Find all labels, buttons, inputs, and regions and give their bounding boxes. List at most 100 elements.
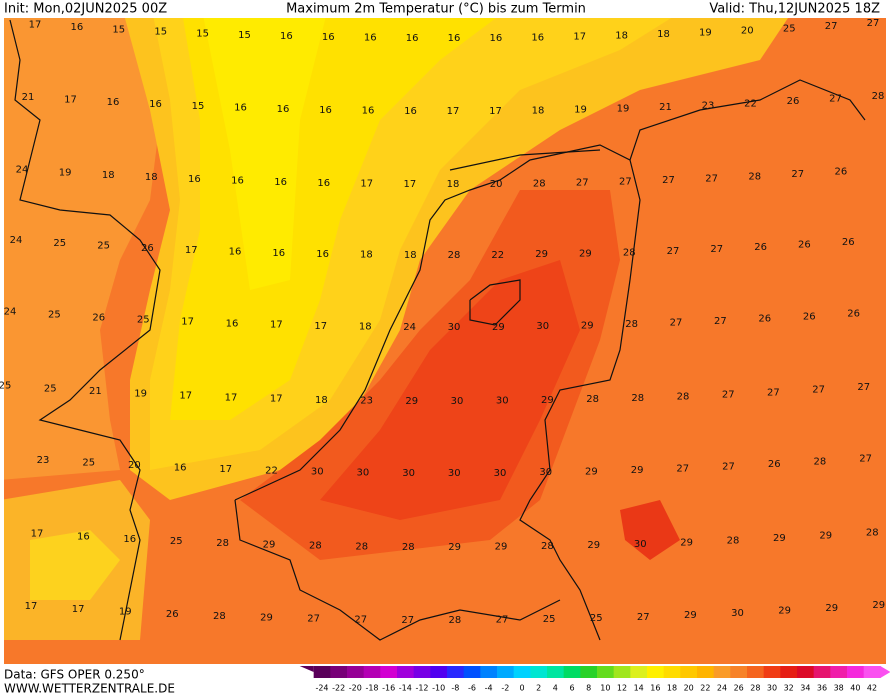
colorbar-swatch <box>497 666 515 678</box>
temperature-label: 29 <box>579 248 592 259</box>
temperature-label: 25 <box>44 383 57 394</box>
temperature-label: 26 <box>842 237 855 248</box>
temperature-label: 27 <box>662 175 675 186</box>
temperature-label: 25 <box>48 310 61 321</box>
colorbar-swatch <box>463 666 481 678</box>
temperature-label: 27 <box>722 390 735 401</box>
temperature-label: 17 <box>181 317 194 328</box>
colorbar-tick-label: 20 <box>684 684 694 693</box>
temperature-label: 18 <box>615 30 628 41</box>
colorbar-tick-label: 16 <box>650 684 660 693</box>
border-nl-de <box>519 159 641 641</box>
temperature-label: 28 <box>814 457 827 468</box>
colorbar-swatch <box>780 666 798 678</box>
temperature-label: 26 <box>835 166 848 177</box>
colorbar-swatch <box>363 666 381 678</box>
temperature-label: 16 <box>319 105 332 116</box>
temperature-label: 27 <box>354 614 367 625</box>
colorbar-tick-label: -8 <box>451 684 459 693</box>
temperature-label: 24 <box>16 165 29 176</box>
temperature-label: 27 <box>670 318 683 329</box>
colorbar-tick-label: -4 <box>485 684 493 693</box>
temperature-label: 19 <box>134 389 147 400</box>
temperature-label: 18 <box>532 105 545 116</box>
temperature-label: 27 <box>791 169 804 180</box>
temperature-label: 16 <box>404 106 417 117</box>
colorbar-swatch <box>697 666 715 678</box>
colorbar-swatch <box>680 666 698 678</box>
temperature-label: 25 <box>170 536 183 547</box>
temperature-label: 26 <box>847 309 860 320</box>
colorbar-swatch <box>330 666 348 678</box>
temperature-label: 27 <box>825 21 838 32</box>
colorbar-tick-label: -16 <box>382 684 395 693</box>
field-24 <box>4 18 169 480</box>
temperature-label: 18 <box>360 250 373 261</box>
temperature-label: 25 <box>137 315 150 326</box>
temperature-label: 26 <box>758 314 771 325</box>
temperature-label: 27 <box>714 316 727 327</box>
colorbar-swatch <box>830 666 848 678</box>
temperature-label: 16 <box>174 462 187 473</box>
temperature-label: 25 <box>53 238 66 249</box>
temperature-label: 21 <box>22 92 35 103</box>
temperature-label: 27 <box>857 382 870 393</box>
temperature-label: 28 <box>449 615 462 626</box>
colorbar-tick-label: -18 <box>365 684 378 693</box>
temperature-label: 19 <box>119 607 132 618</box>
temperature-label: 17 <box>179 391 192 402</box>
temperature-label: 27 <box>401 615 414 626</box>
temperature-label: 27 <box>307 614 320 625</box>
temperature-label: 28 <box>213 611 226 622</box>
temperature-label: 27 <box>710 244 723 255</box>
colorbar-tick-label: 30 <box>767 684 777 693</box>
temperature-label: 16 <box>362 106 375 117</box>
temperature-label: 28 <box>727 535 740 546</box>
colorbar-tick-label: -6 <box>468 684 476 693</box>
temperature-label: 16 <box>71 22 84 33</box>
temperature-label: 29 <box>631 465 644 476</box>
temperature-label: 15 <box>154 26 167 37</box>
temperature-label: 27 <box>859 454 872 465</box>
temperature-label: 18 <box>359 321 372 332</box>
temperature-label: 16 <box>317 178 330 189</box>
temperature-label: 28 <box>355 541 368 552</box>
temperature-label: 29 <box>585 466 598 477</box>
colorbar-swatch <box>430 666 448 678</box>
temperature-label: 30 <box>731 608 744 619</box>
temperature-label: 17 <box>31 529 44 540</box>
temperature-label: 26 <box>768 459 781 470</box>
temperature-label: 22 <box>265 466 278 477</box>
temperature-label: 30 <box>311 467 324 478</box>
temperature-label: 23 <box>702 100 715 111</box>
temperature-label: 17 <box>25 601 38 612</box>
colorbar-tick-label: 32 <box>784 684 794 693</box>
colorbar-tick-label: 10 <box>600 684 610 693</box>
temperature-label: 28 <box>309 541 322 552</box>
colorbar-tick-label: 42 <box>867 684 877 693</box>
temperature-label: 29 <box>680 537 693 548</box>
colorbar-swatch <box>763 666 781 678</box>
temperature-label: 28 <box>623 247 636 258</box>
temperature-label: 26 <box>787 96 800 107</box>
temperature-label: 16 <box>531 32 544 43</box>
temperature-label: 27 <box>829 94 842 105</box>
temperature-label: 29 <box>260 612 273 623</box>
temperature-label: 28 <box>586 394 599 405</box>
temperature-label: 27 <box>676 463 689 474</box>
temperature-label: 19 <box>699 28 712 39</box>
temperature-label: 29 <box>581 320 594 331</box>
colorbar-tick-label: 14 <box>634 684 644 693</box>
temperature-label: 29 <box>541 395 554 406</box>
temperature-label: 17 <box>185 245 198 256</box>
colorbar-tick-label: -24 <box>315 684 328 693</box>
temperature-label: 30 <box>448 468 461 479</box>
colorbar-swatch <box>313 666 331 678</box>
temperature-label: 16 <box>322 32 335 43</box>
temperature-label: 20 <box>490 179 503 190</box>
map-title: Maximum 2m Temperatur (°C) bis zum Termi… <box>286 2 586 17</box>
temperature-label: 17 <box>447 106 460 117</box>
temperature-label: 29 <box>495 542 508 553</box>
temperature-label: 15 <box>238 30 251 41</box>
